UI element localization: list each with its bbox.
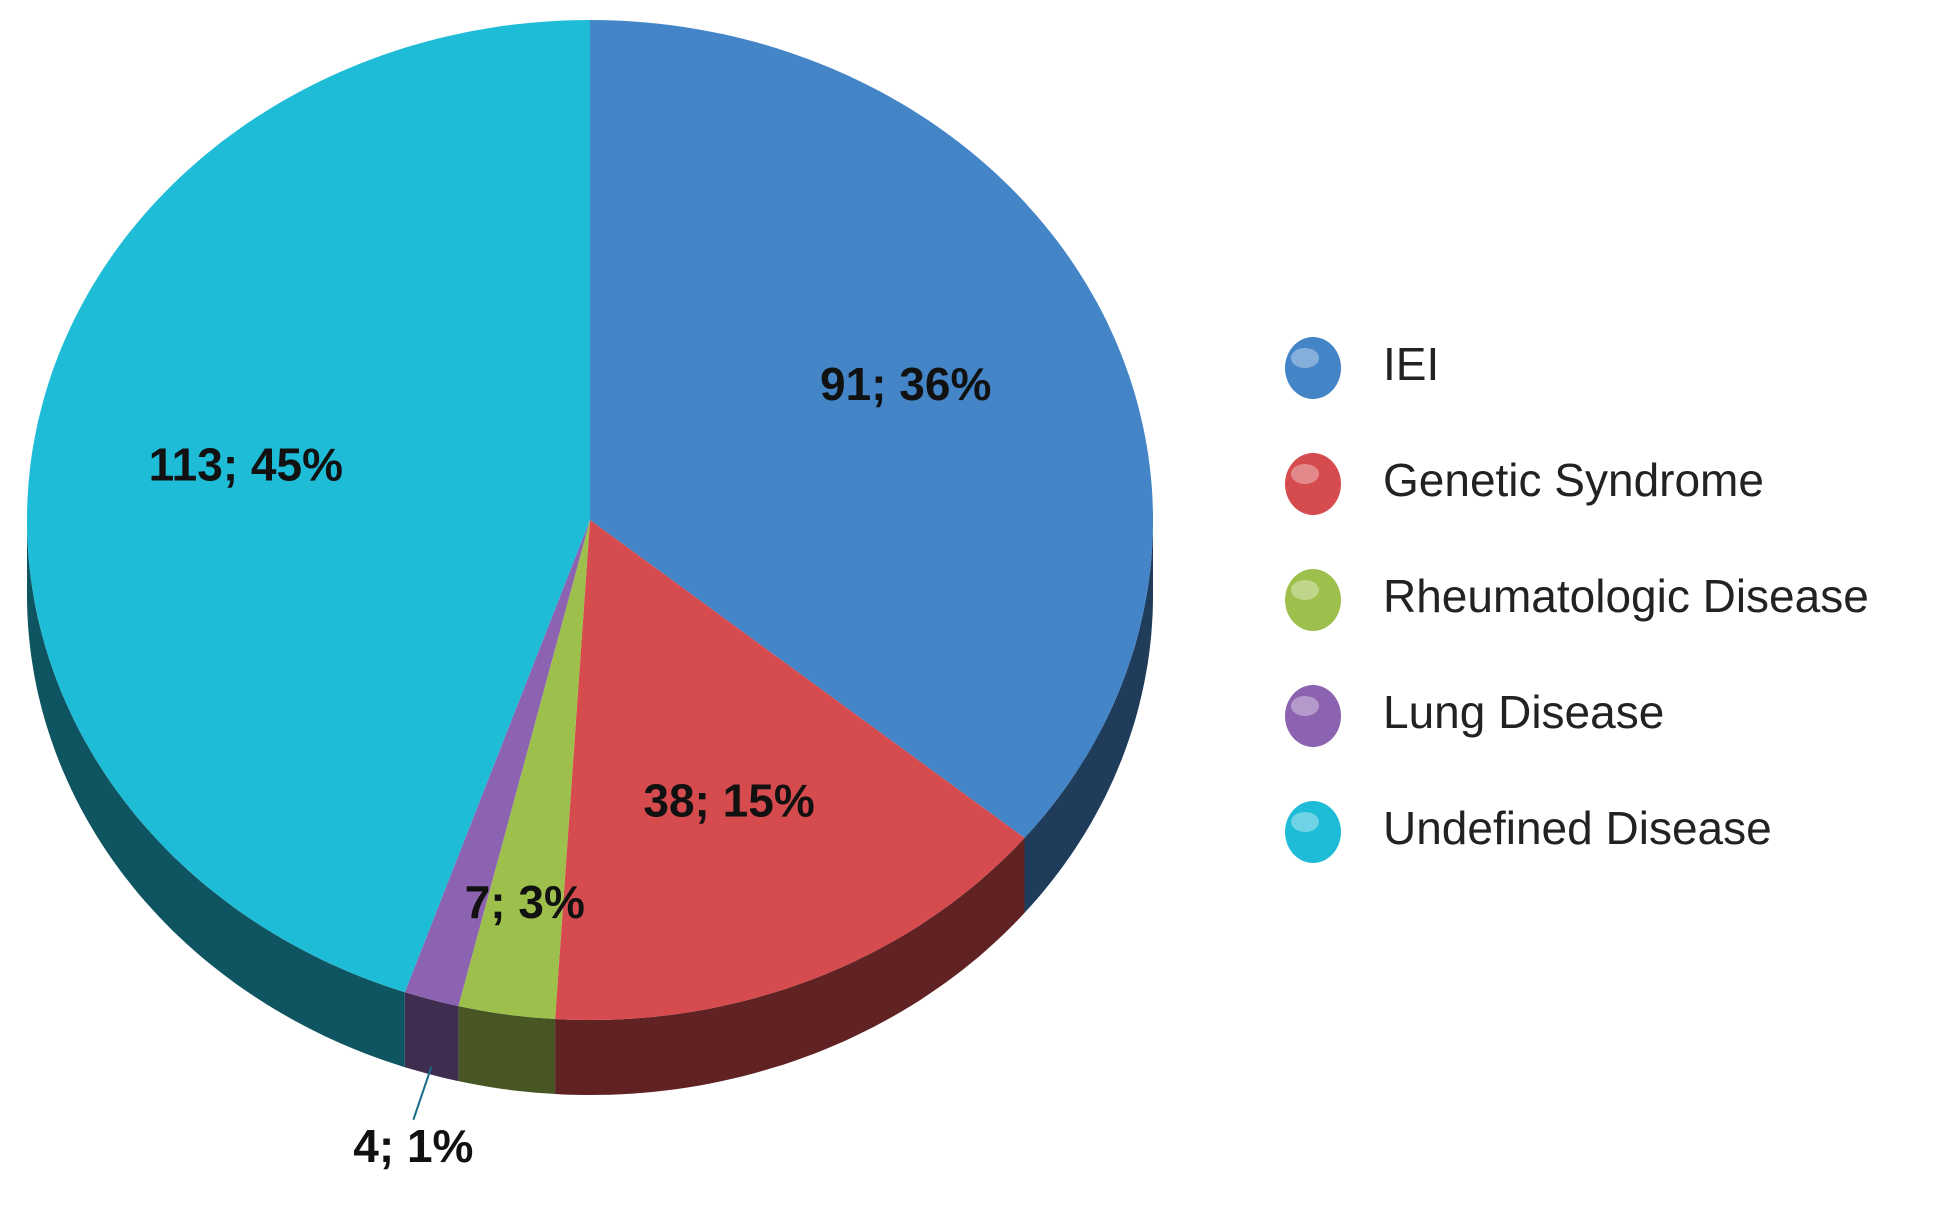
legend: IEI Genetic Syndrome Rheumatologic Disease…: [1285, 337, 1869, 863]
legend-label: Lung Disease: [1383, 686, 1664, 738]
legend-label: Rheumatologic Disease: [1383, 570, 1869, 622]
legend-label: Undefined Disease: [1383, 802, 1772, 854]
data-label: 4; 1%: [353, 1120, 473, 1172]
data-label: 91; 36%: [820, 358, 991, 410]
legend-marker-highlight: [1291, 348, 1319, 368]
legend-marker: [1285, 685, 1341, 747]
legend-marker-highlight: [1291, 812, 1319, 832]
legend-marker: [1285, 569, 1341, 631]
legend-marker-highlight: [1291, 696, 1319, 716]
slice: [404, 520, 590, 1007]
data-labels: 91; 36% 38; 15% 7; 3% 4; 1% 113; 45%: [149, 358, 992, 1172]
pie-tops: [27, 20, 1153, 1020]
legend-marker-highlight: [1291, 580, 1319, 600]
leader-line: [412, 1066, 433, 1121]
legend-label: IEI: [1383, 338, 1439, 390]
data-label: 38; 15%: [643, 774, 814, 826]
slice: [458, 520, 590, 1019]
slice-side: [404, 992, 459, 1082]
legend-marker: [1285, 337, 1341, 399]
data-label: 7; 3%: [465, 876, 585, 928]
slice-side: [27, 520, 405, 1068]
data-label: 113; 45%: [149, 438, 343, 490]
legend-marker: [1285, 801, 1341, 863]
slice: [590, 20, 1153, 838]
slice-side: [555, 837, 1025, 1095]
slice: [555, 520, 1025, 1020]
slice-side: [458, 1006, 556, 1094]
slice: [27, 20, 590, 993]
slice-side: [1024, 520, 1153, 913]
legend-marker-highlight: [1291, 464, 1319, 484]
legend-marker: [1285, 453, 1341, 515]
legend-label: Genetic Syndrome: [1383, 454, 1764, 506]
pie-sides: [27, 520, 1153, 1095]
